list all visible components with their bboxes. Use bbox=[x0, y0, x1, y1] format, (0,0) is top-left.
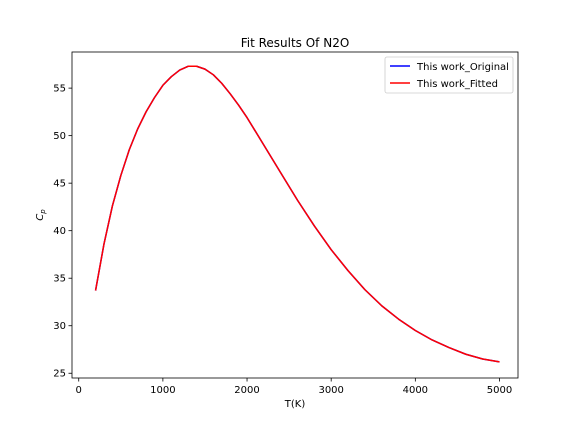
x-tick-label: 2000 bbox=[234, 385, 259, 396]
y-tick-label: 50 bbox=[53, 131, 66, 142]
x-tick-label: 3000 bbox=[318, 385, 343, 396]
y-axis-label: Cp bbox=[35, 209, 47, 221]
legend-label-original: This work_Original bbox=[416, 62, 509, 73]
y-tick-label: 25 bbox=[53, 369, 66, 380]
y-tick-label: 35 bbox=[53, 274, 66, 285]
y-tick-label: 30 bbox=[53, 321, 66, 332]
y-axis-label-subscript: p bbox=[39, 209, 47, 215]
legend-box bbox=[384, 56, 514, 94]
series-line-original bbox=[94, 65, 500, 363]
x-tick-label: 1000 bbox=[150, 385, 175, 396]
chart-title: Fit Results Of N2O bbox=[241, 36, 350, 50]
x-tick-label: 0 bbox=[76, 385, 82, 396]
x-axis: 0 1000 2000 3000 4000 5000 bbox=[76, 378, 512, 396]
legend: This work_Original This work_Fitted bbox=[384, 56, 514, 94]
y-tick-label: 40 bbox=[53, 226, 66, 237]
y-axis: 25 30 35 40 45 50 55 bbox=[53, 84, 72, 380]
y-tick-label: 45 bbox=[53, 179, 66, 190]
y-tick-label: 55 bbox=[53, 84, 66, 95]
x-tick-label: 4000 bbox=[403, 385, 428, 396]
y-axis-label-main: C bbox=[35, 214, 46, 221]
x-axis-label: T(K) bbox=[284, 399, 306, 410]
x-tick-label: 5000 bbox=[487, 385, 512, 396]
plot-frame bbox=[71, 51, 519, 379]
series-line-fitted bbox=[94, 65, 500, 363]
series-layer bbox=[94, 65, 500, 363]
legend-label-fitted: This work_Fitted bbox=[416, 79, 498, 90]
